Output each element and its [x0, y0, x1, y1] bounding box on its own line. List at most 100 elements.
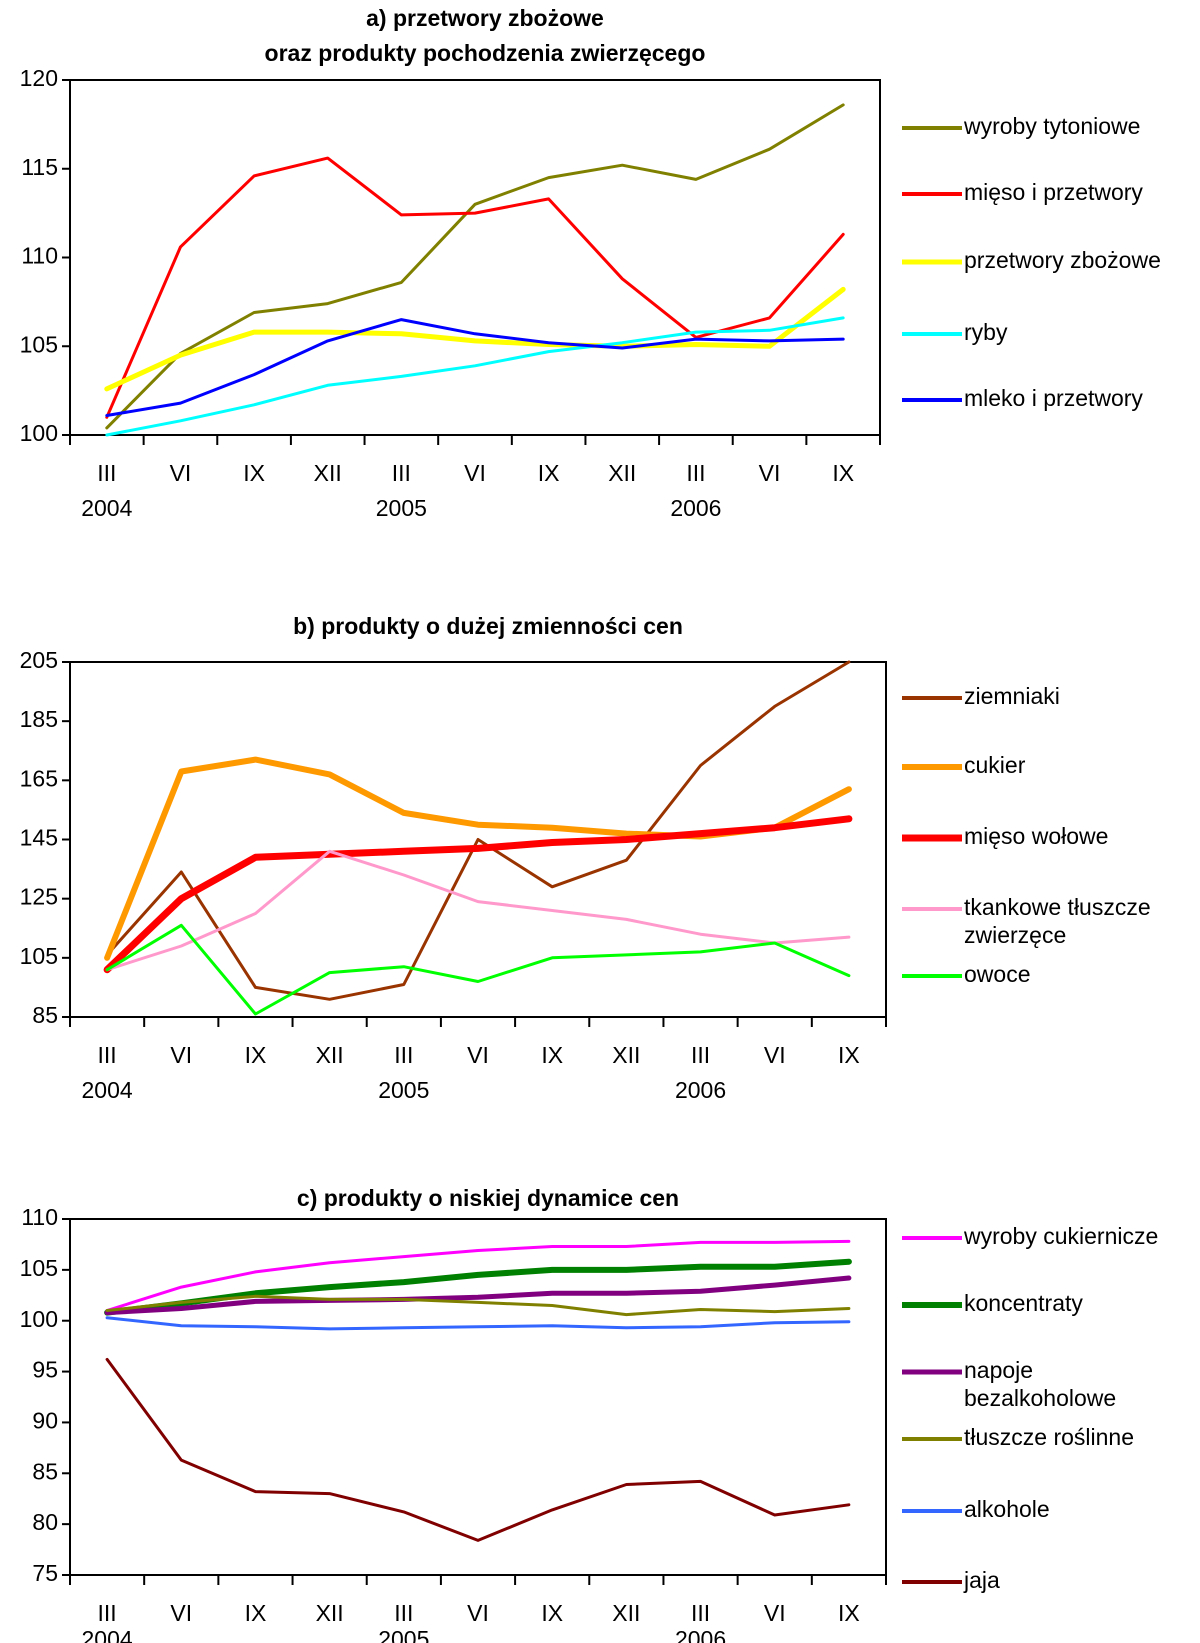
- x-tick-label: III: [98, 1600, 117, 1626]
- x-tick-label: IX: [245, 1600, 267, 1626]
- y-tick-label: 110: [21, 243, 58, 269]
- x-tick-label: XII: [316, 1600, 344, 1626]
- series-line-3: [103, 815, 853, 974]
- x-tick-label: III: [394, 1600, 413, 1626]
- x-tick-label: III: [691, 1600, 710, 1626]
- legend-label: tłuszcze roślinne: [964, 1424, 1134, 1450]
- legend-label: alkohole: [964, 1496, 1050, 1522]
- y-tick-label: 105: [20, 1255, 58, 1281]
- plot-frame: [69, 1218, 887, 1576]
- x-tick-label: IX: [832, 460, 854, 486]
- legend-label: ryby: [964, 319, 1008, 345]
- series-line-1: [105, 660, 851, 1001]
- x-tick-label: XII: [316, 1042, 344, 1068]
- x-tick-label: VI: [759, 460, 781, 486]
- y-tick-label: 75: [32, 1560, 58, 1586]
- y-tick-label: 90: [32, 1408, 58, 1434]
- x-tick-label: III: [686, 460, 705, 486]
- legend-label: mięso wołowe: [964, 823, 1108, 849]
- legend-label: mleko i przetwory: [964, 385, 1143, 411]
- legend-label: cukier: [964, 752, 1026, 778]
- y-tick-label: 185: [20, 706, 58, 732]
- year-label: 2006: [675, 1077, 726, 1103]
- y-tick-label: 125: [20, 884, 58, 910]
- series-line-5: [105, 923, 851, 1016]
- x-tick-label: III: [392, 460, 411, 486]
- x-tick-label: IX: [538, 460, 560, 486]
- x-tick-label: VI: [467, 1600, 489, 1626]
- chart-title: a) przetwory zbożowe: [366, 5, 604, 31]
- x-tick-label: III: [98, 1042, 117, 1068]
- year-label: 2005: [378, 1626, 429, 1643]
- y-tick-label: 105: [20, 943, 58, 969]
- series-line-6: [105, 1357, 851, 1542]
- y-tick-label: 165: [20, 765, 58, 791]
- plot-frame: [69, 79, 881, 436]
- x-tick-label: IX: [838, 1600, 860, 1626]
- chart-title: b) produkty o dużej zmienności cen: [293, 613, 683, 639]
- x-tick-label: VI: [170, 1042, 192, 1068]
- x-tick-label: XII: [612, 1600, 640, 1626]
- series-line-2: [105, 156, 845, 419]
- x-tick-label: IX: [541, 1042, 563, 1068]
- x-tick-label: IX: [243, 460, 265, 486]
- series-line-4: [105, 849, 851, 972]
- year-label: 2004: [82, 1077, 133, 1103]
- series-line-5: [105, 1316, 851, 1331]
- legend-label: wyroby tytoniowe: [963, 113, 1140, 139]
- year-label: 2006: [670, 495, 721, 521]
- x-tick-label: III: [691, 1042, 710, 1068]
- series-line-1: [105, 103, 845, 430]
- x-tick-label: VI: [764, 1042, 786, 1068]
- legend-label: przetwory zbożowe: [964, 247, 1161, 273]
- x-tick-label: VI: [467, 1042, 489, 1068]
- x-tick-label: VI: [464, 460, 486, 486]
- legend-label: napoje bezalkoholowe: [964, 1357, 1116, 1411]
- y-tick-label: 100: [20, 1306, 58, 1332]
- series-line-2: [104, 1258, 852, 1316]
- y-tick-label: 95: [32, 1357, 58, 1383]
- year-label: 2005: [376, 495, 427, 521]
- year-label: 2006: [675, 1626, 726, 1643]
- x-tick-label: IX: [541, 1600, 563, 1626]
- x-tick-label: VI: [764, 1600, 786, 1626]
- legend-label: wyroby cukiernicze: [963, 1223, 1158, 1249]
- year-label: 2004: [82, 1626, 133, 1643]
- series-line-1: [105, 1239, 851, 1312]
- y-tick-label: 145: [20, 825, 58, 851]
- y-tick-label: 115: [21, 154, 58, 180]
- y-tick-label: 85: [32, 1002, 58, 1028]
- chart-panel-3: c) produkty o niskiej dynamice cen 75 80 85…: [20, 1185, 1159, 1643]
- x-tick-label: VI: [170, 1600, 192, 1626]
- x-tick-label: III: [394, 1042, 413, 1068]
- legend-label: jaja: [963, 1567, 1000, 1593]
- x-tick-label: XII: [608, 460, 636, 486]
- x-tick-label: XII: [612, 1042, 640, 1068]
- x-tick-label: IX: [245, 1042, 267, 1068]
- chart-panel-1: a) przetwory zbożowe oraz produkty pochod…: [20, 5, 1161, 521]
- series-line-4: [105, 1294, 851, 1317]
- chart-panel-2: b) produkty o dużej zmienności cen 85 105 1…: [20, 613, 1151, 1103]
- y-tick-label: 100: [20, 420, 58, 446]
- year-label: 2005: [378, 1077, 429, 1103]
- series-line-4: [105, 316, 845, 437]
- legend-label: tkankowe tłuszcze zwierzęce: [964, 894, 1151, 948]
- series-line-5: [105, 318, 845, 417]
- chart-subtitle: oraz produkty pochodzenia zwierzęcego: [265, 40, 706, 66]
- x-tick-label: XII: [314, 460, 342, 486]
- y-tick-label: 110: [21, 1204, 58, 1230]
- series-line-3: [104, 1275, 852, 1316]
- y-tick-label: 80: [32, 1509, 58, 1535]
- chart-title: c) produkty o niskiej dynamice cen: [297, 1185, 679, 1211]
- series-line-3: [104, 286, 846, 392]
- legend-label: ziemniaki: [964, 683, 1060, 709]
- x-tick-label: IX: [838, 1042, 860, 1068]
- year-label: 2004: [81, 495, 132, 521]
- y-tick-label: 205: [20, 647, 58, 673]
- y-tick-label: 105: [20, 331, 58, 357]
- x-tick-label: III: [97, 460, 116, 486]
- x-tick-label: VI: [170, 460, 192, 486]
- legend-label: owoce: [964, 961, 1030, 987]
- legend-label: koncentraty: [964, 1290, 1083, 1316]
